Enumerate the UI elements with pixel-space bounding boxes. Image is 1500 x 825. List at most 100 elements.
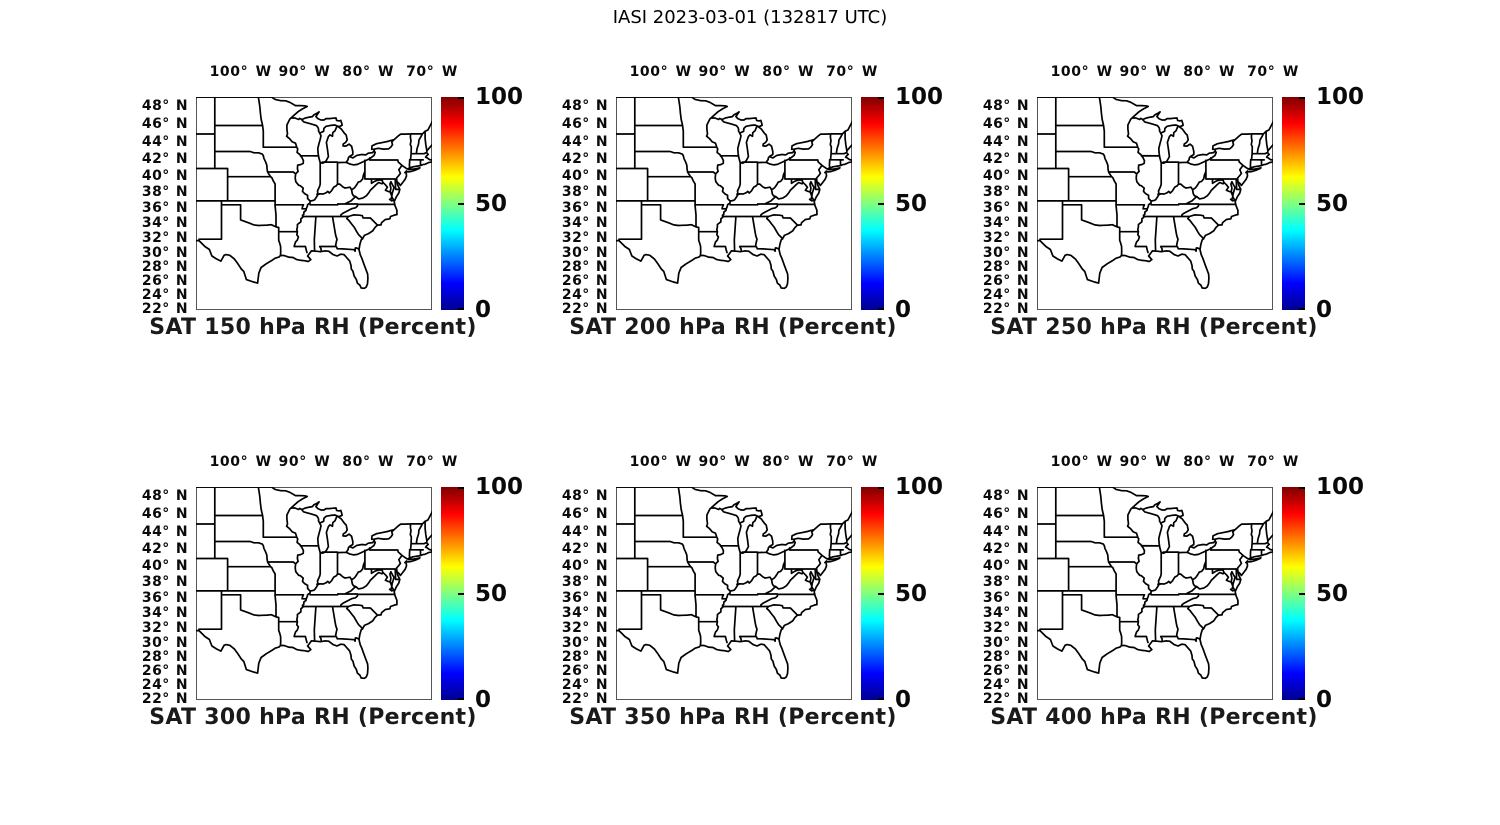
lat-tick-label: 42° N: [982, 151, 1029, 168]
map-panel-5: 100° W 90° W 80° W 70° W 48° N 46° N 44° N 42° …: [541, 442, 961, 754]
colorbar-tick-label: 50: [895, 190, 928, 217]
panel-title: SAT 200 hPa RH (Percent): [569, 315, 897, 340]
lat-tick-label: 44° N: [561, 133, 608, 150]
lat-tick-label: 40° N: [982, 557, 1029, 574]
lat-tick-label: 48° N: [982, 97, 1029, 114]
colorbar-tick-label: 0: [475, 297, 492, 323]
lat-tick-label: 30° N: [561, 634, 608, 651]
colorbar-tick-label: 100: [1316, 474, 1365, 500]
lat-tick-label: 26° N: [141, 273, 188, 290]
lat-tick-label: 30° N: [141, 634, 188, 651]
colorbar-tick: [878, 97, 884, 99]
lat-tick-label: 22° N: [141, 691, 188, 707]
lat-tick-label: 42° N: [141, 541, 188, 558]
map-frame: [196, 97, 432, 310]
colorbar-tick-label: 100: [475, 84, 524, 110]
lon-tick-label: 90° W: [698, 64, 751, 80]
lat-tick-label: 36° N: [982, 199, 1029, 216]
colorbar-tick-label: 0: [1316, 687, 1333, 713]
lat-tick-label: 44° N: [561, 523, 608, 540]
lat-tick-label: 46° N: [561, 505, 608, 522]
lat-tick-label: 48° N: [982, 487, 1029, 504]
lat-tick-label: 22° N: [982, 691, 1029, 707]
lat-tick-label: 48° N: [141, 97, 188, 114]
lon-tick-label: 80° W: [1183, 454, 1236, 470]
map-panel-2: 100° W 90° W 80° W 70° W 48° N 46° N 44° N 42° …: [541, 52, 961, 364]
lat-tick-label: 44° N: [982, 133, 1029, 150]
lon-tick-label: 100° W: [1050, 454, 1113, 470]
lat-tick-label: 34° N: [561, 605, 608, 622]
lat-tick-label: 22° N: [561, 691, 608, 707]
lat-tick-label: 30° N: [982, 634, 1029, 651]
lon-tick-label: 90° W: [1119, 454, 1172, 470]
lat-tick-label: 36° N: [982, 589, 1029, 606]
lat-tick-label: 34° N: [561, 215, 608, 232]
state-boundaries-path: [1037, 97, 1273, 290]
map-panel-3: 100° W 90° W 80° W 70° W 48° N 46° N 44° N 42° …: [962, 52, 1382, 364]
colorbar-tick-label: 0: [1316, 297, 1333, 323]
colorbar: [861, 97, 884, 310]
lat-tick-label: 28° N: [561, 649, 608, 666]
lat-tick-label: 26° N: [141, 663, 188, 680]
lat-tick-label: 40° N: [141, 557, 188, 574]
lat-tick-label: 24° N: [141, 677, 188, 694]
lat-tick-label: 48° N: [561, 97, 608, 114]
state-boundaries-path: [616, 97, 852, 290]
lat-tick-label: 48° N: [141, 487, 188, 504]
lat-tick-label: 40° N: [982, 167, 1029, 184]
panel-title: SAT 400 hPa RH (Percent): [990, 705, 1318, 730]
state-boundaries-path: [196, 487, 432, 680]
colorbar-tick: [878, 698, 884, 700]
lat-tick-label: 38° N: [561, 573, 608, 590]
lat-tick-label: 36° N: [561, 199, 608, 216]
colorbar: [441, 487, 464, 700]
map-frame: [616, 97, 852, 310]
lon-tick-label: 70° W: [406, 64, 458, 80]
lat-tick-label: 26° N: [561, 663, 608, 680]
figure-title: IASI 2023-03-01 (132817 UTC): [612, 7, 888, 28]
basemap-us-states: [196, 487, 432, 700]
colorbar-tick: [878, 202, 884, 205]
lat-tick-label: 46° N: [982, 115, 1029, 132]
lon-tick-label: 90° W: [278, 64, 331, 80]
colorbar-tick: [458, 97, 464, 99]
lat-tick-label: 42° N: [141, 151, 188, 168]
lat-tick-label: 32° N: [141, 620, 188, 637]
colorbar-tick-label: 0: [895, 687, 912, 713]
lat-tick-label: 32° N: [141, 230, 188, 247]
lat-tick-label: 28° N: [141, 259, 188, 276]
lat-tick-label: 40° N: [561, 167, 608, 184]
basemap-us-states: [196, 97, 432, 310]
map-panel-4: 100° W 90° W 80° W 70° W 48° N 46° N 44° N 42° …: [121, 442, 541, 754]
lon-tick-label: 80° W: [762, 454, 815, 470]
lon-tick-label: 100° W: [209, 454, 272, 470]
lon-tick-label: 80° W: [342, 454, 395, 470]
lat-tick-label: 22° N: [141, 301, 188, 317]
map-frame: [1037, 97, 1273, 310]
lat-tick-label: 30° N: [141, 244, 188, 261]
map-frame: [616, 487, 852, 700]
lon-tick-label: 80° W: [762, 64, 815, 80]
lat-tick-label: 36° N: [141, 199, 188, 216]
lon-tick-label: 90° W: [698, 454, 751, 470]
lon-tick-label: 70° W: [826, 454, 878, 470]
colorbar-tick-label: 50: [475, 580, 508, 607]
lat-tick-label: 24° N: [982, 677, 1029, 694]
basemap-us-states: [616, 97, 852, 310]
colorbar-tick: [458, 308, 464, 310]
lat-tick-label: 34° N: [141, 605, 188, 622]
lat-tick-label: 34° N: [141, 215, 188, 232]
lat-tick-label: 48° N: [561, 487, 608, 504]
map-panel-1: 100° W 90° W 80° W 70° W 48° N 46° N 44° N 42° …: [121, 52, 541, 364]
lat-tick-label: 42° N: [561, 541, 608, 558]
colorbar-tick-label: 50: [895, 580, 928, 607]
lat-tick-label: 46° N: [982, 505, 1029, 522]
colorbar-tick: [1299, 97, 1305, 99]
lat-tick-label: 38° N: [982, 183, 1029, 200]
colorbar-tick: [458, 592, 464, 595]
state-boundaries-path: [616, 487, 852, 680]
panel-title: SAT 150 hPa RH (Percent): [149, 315, 477, 340]
colorbar-tick-label: 50: [1316, 190, 1349, 217]
colorbar-tick: [458, 698, 464, 700]
colorbar: [1282, 97, 1305, 310]
